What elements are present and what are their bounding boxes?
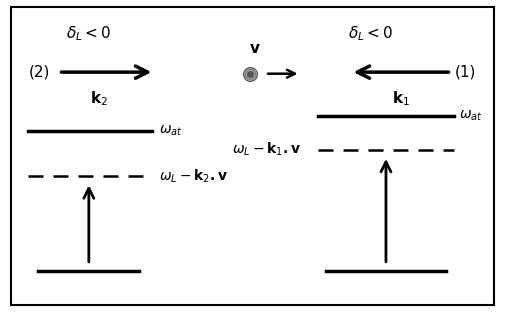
Text: $\mathbf{v}$: $\mathbf{v}$	[249, 41, 261, 56]
Text: (1): (1)	[455, 65, 477, 80]
Text: $\delta_L < 0$: $\delta_L < 0$	[348, 24, 393, 43]
Text: $\omega_L - \mathbf{k}_2\mathbf{.v}$: $\omega_L - \mathbf{k}_2\mathbf{.v}$	[160, 168, 229, 185]
Text: $\omega_{at}$: $\omega_{at}$	[160, 124, 183, 138]
Text: $\omega_L - \mathbf{k}_1\mathbf{.v}$: $\omega_L - \mathbf{k}_1\mathbf{.v}$	[232, 141, 301, 158]
Text: $\mathbf{k}_1$: $\mathbf{k}_1$	[392, 89, 410, 108]
Text: $\omega_{at}$: $\omega_{at}$	[459, 109, 483, 123]
Text: (2): (2)	[28, 65, 50, 80]
Text: $\mathbf{k}_2$: $\mathbf{k}_2$	[90, 89, 108, 108]
Text: $\delta_L < 0$: $\delta_L < 0$	[66, 24, 112, 43]
